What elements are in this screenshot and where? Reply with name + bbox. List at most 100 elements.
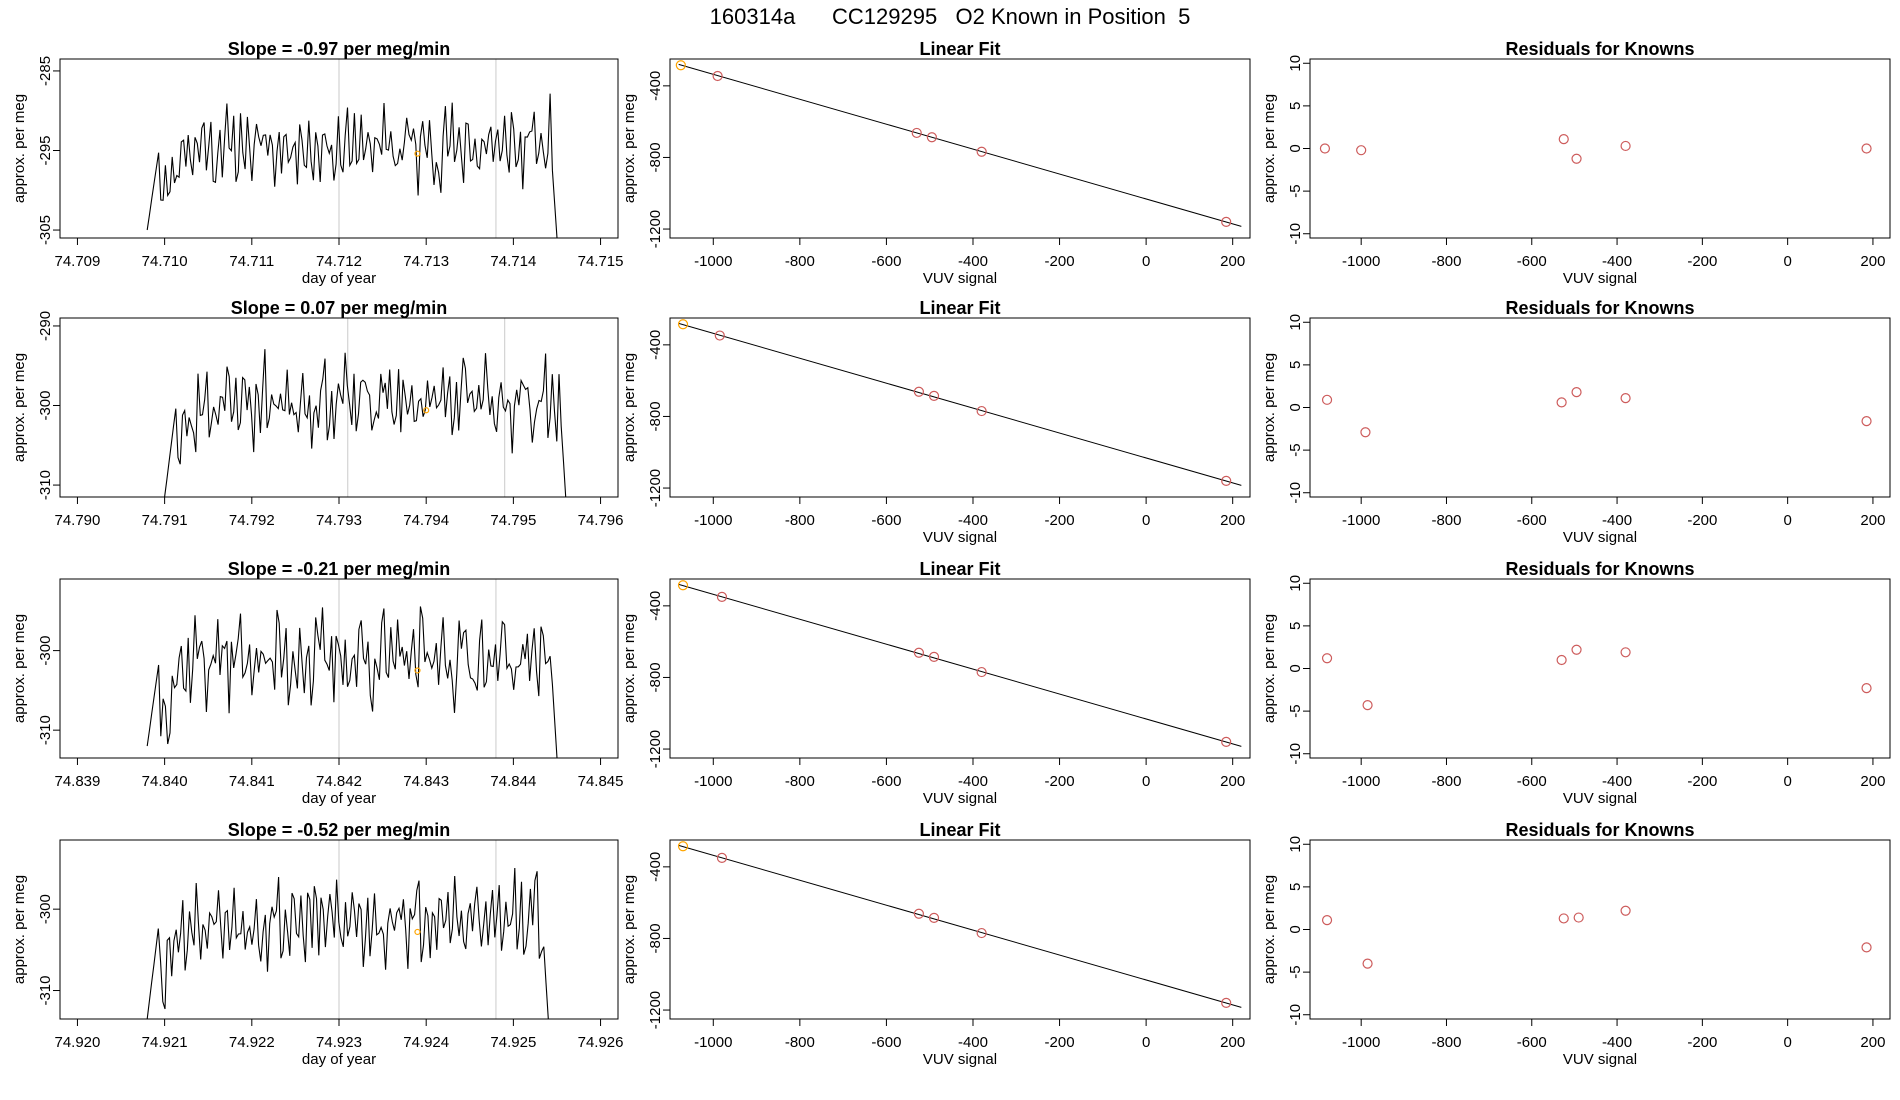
data-point	[976, 927, 987, 939]
x-tick-label: -200	[1687, 253, 1717, 270]
panel-title: Slope = -0.52 per meg/min	[228, 820, 451, 840]
data-point	[1221, 997, 1232, 1008]
x-tick-label: 74.796	[578, 512, 624, 529]
x-tick-label: -600	[871, 253, 901, 270]
panel-0-3: Slope = -0.52 per meg/min 74.920 74.921 74.…	[11, 820, 624, 1068]
x-tick-label: -800	[785, 253, 815, 270]
x-tick-label: -400	[958, 1034, 988, 1051]
known-marker	[423, 407, 430, 414]
y-tick-label: 0	[1287, 403, 1304, 411]
plot-frame	[669, 839, 1251, 1020]
y-tick-label: -1200	[647, 469, 664, 507]
fit-line	[678, 63, 1242, 227]
panel-1-2: Linear Fit -1000 -800 -600 -400 -200 0 200 -1200…	[621, 559, 1251, 807]
x-axis-label: VUV signal	[923, 790, 997, 807]
data-point	[976, 405, 987, 417]
y-tick-label: -295	[37, 135, 54, 165]
x-tick-label: -1000	[1342, 773, 1380, 790]
y-tick-label: 0	[1287, 144, 1304, 152]
data-point	[913, 908, 924, 919]
x-tick-label: -800	[1431, 253, 1461, 270]
x-axis-label: VUV signal	[923, 270, 997, 287]
data-point	[716, 591, 728, 603]
data-point	[1620, 905, 1631, 916]
x-tick-label: -400	[958, 773, 988, 790]
x-tick-label: -600	[1517, 773, 1547, 790]
y-tick-label: -300	[37, 894, 54, 924]
plot-frame	[59, 317, 619, 498]
y-tick-label: -5	[1287, 965, 1304, 978]
fit-line	[678, 322, 1242, 486]
panel-title: Residuals for Knowns	[1505, 559, 1694, 579]
data-point	[1861, 683, 1872, 694]
y-axis-label: approx. per meg	[621, 353, 638, 462]
panel-title: Linear Fit	[919, 820, 1000, 840]
y-tick-label: 0	[1287, 925, 1304, 933]
panel-title: Linear Fit	[919, 39, 1000, 59]
x-tick-label: 200	[1860, 512, 1885, 529]
x-tick-label: 74.925	[490, 1034, 536, 1051]
data-point	[716, 852, 728, 864]
data-point	[1221, 736, 1232, 747]
panel-title: Linear Fit	[919, 559, 1000, 579]
plot-area	[146, 579, 558, 758]
x-tick-label: 74.843	[403, 773, 449, 790]
x-tick-label: -400	[1602, 512, 1632, 529]
x-tick-label: -400	[1602, 1034, 1632, 1051]
plot-frame	[59, 578, 619, 759]
known-marker	[414, 667, 421, 674]
y-tick-label: -400	[647, 330, 664, 360]
x-tick-label: 74.792	[229, 512, 275, 529]
y-tick-label: 10	[1287, 55, 1304, 72]
x-tick-label: -800	[785, 1034, 815, 1051]
panel-title: Slope = -0.97 per meg/min	[228, 39, 451, 59]
x-tick-label: -200	[1045, 512, 1075, 529]
x-tick-label: 74.795	[490, 512, 536, 529]
x-tick-label: 74.923	[316, 1034, 362, 1051]
x-tick-label: 74.924	[403, 1034, 449, 1051]
x-axis-label: VUV signal	[1563, 790, 1637, 807]
data-point	[677, 319, 689, 330]
data-point	[928, 912, 940, 923]
panel-1-3: Linear Fit -1000 -800 -600 -400 -200 0 200 -1200…	[621, 820, 1251, 1068]
plot-frame	[669, 578, 1251, 759]
plot-area	[164, 318, 567, 497]
signal-trace	[146, 867, 549, 1019]
x-tick-label: 74.791	[142, 512, 188, 529]
y-tick-label: -300	[37, 636, 54, 666]
panel-0-0: Slope = -0.97 per meg/min 74.709 74.710 74.…	[11, 39, 624, 287]
data-point	[1362, 700, 1373, 711]
y-axis-label: approx. per meg	[1261, 614, 1278, 723]
plot-area	[1319, 134, 1872, 164]
data-point	[926, 132, 937, 143]
x-tick-label: 74.709	[54, 253, 100, 270]
plot-frame	[669, 317, 1251, 498]
x-axis-label: VUV signal	[1563, 529, 1637, 546]
plot-area	[677, 841, 1242, 1008]
x-tick-label: -800	[1431, 1034, 1461, 1051]
y-axis-label: approx. per meg	[1261, 94, 1278, 203]
y-tick-label: -1200	[647, 730, 664, 768]
x-tick-label: 74.845	[578, 773, 624, 790]
x-tick-label: -1000	[1342, 253, 1380, 270]
panel-title: Residuals for Knowns	[1505, 298, 1694, 318]
x-tick-label: 74.844	[490, 773, 536, 790]
plot-area	[146, 840, 549, 1019]
x-tick-label: -600	[871, 1034, 901, 1051]
x-tick-label: -1000	[694, 1034, 732, 1051]
x-tick-label: -400	[1602, 253, 1632, 270]
plot-frame	[1309, 839, 1891, 1020]
plot-area	[1321, 387, 1872, 438]
x-tick-label: 74.790	[54, 512, 100, 529]
y-tick-label: -5	[1287, 704, 1304, 717]
x-tick-label: 74.840	[142, 773, 188, 790]
x-axis-label: VUV signal	[1563, 270, 1637, 287]
x-tick-label: 74.921	[142, 1034, 188, 1051]
data-point	[677, 841, 689, 852]
y-tick-label: -310	[37, 470, 54, 500]
figure-title: 160314a CC129295 O2 Known in Position 5	[709, 4, 1191, 29]
data-point	[1571, 644, 1582, 655]
panel-0-2: Slope = -0.21 per meg/min 74.839 74.840 74.…	[11, 559, 624, 807]
x-tick-label: 74.714	[490, 253, 536, 270]
panel-title: Residuals for Knowns	[1505, 39, 1694, 59]
